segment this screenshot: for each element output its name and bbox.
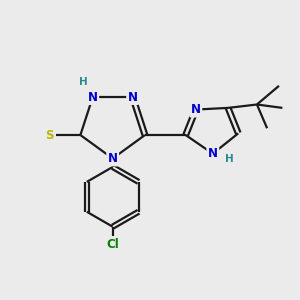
Text: H: H <box>79 77 88 87</box>
Text: N: N <box>108 152 118 165</box>
Text: N: N <box>88 91 98 103</box>
Text: N: N <box>128 91 138 103</box>
Text: N: N <box>208 147 218 160</box>
Text: S: S <box>46 128 54 142</box>
Text: Cl: Cl <box>106 238 119 251</box>
Text: N: N <box>191 103 201 116</box>
Text: H: H <box>225 154 234 164</box>
